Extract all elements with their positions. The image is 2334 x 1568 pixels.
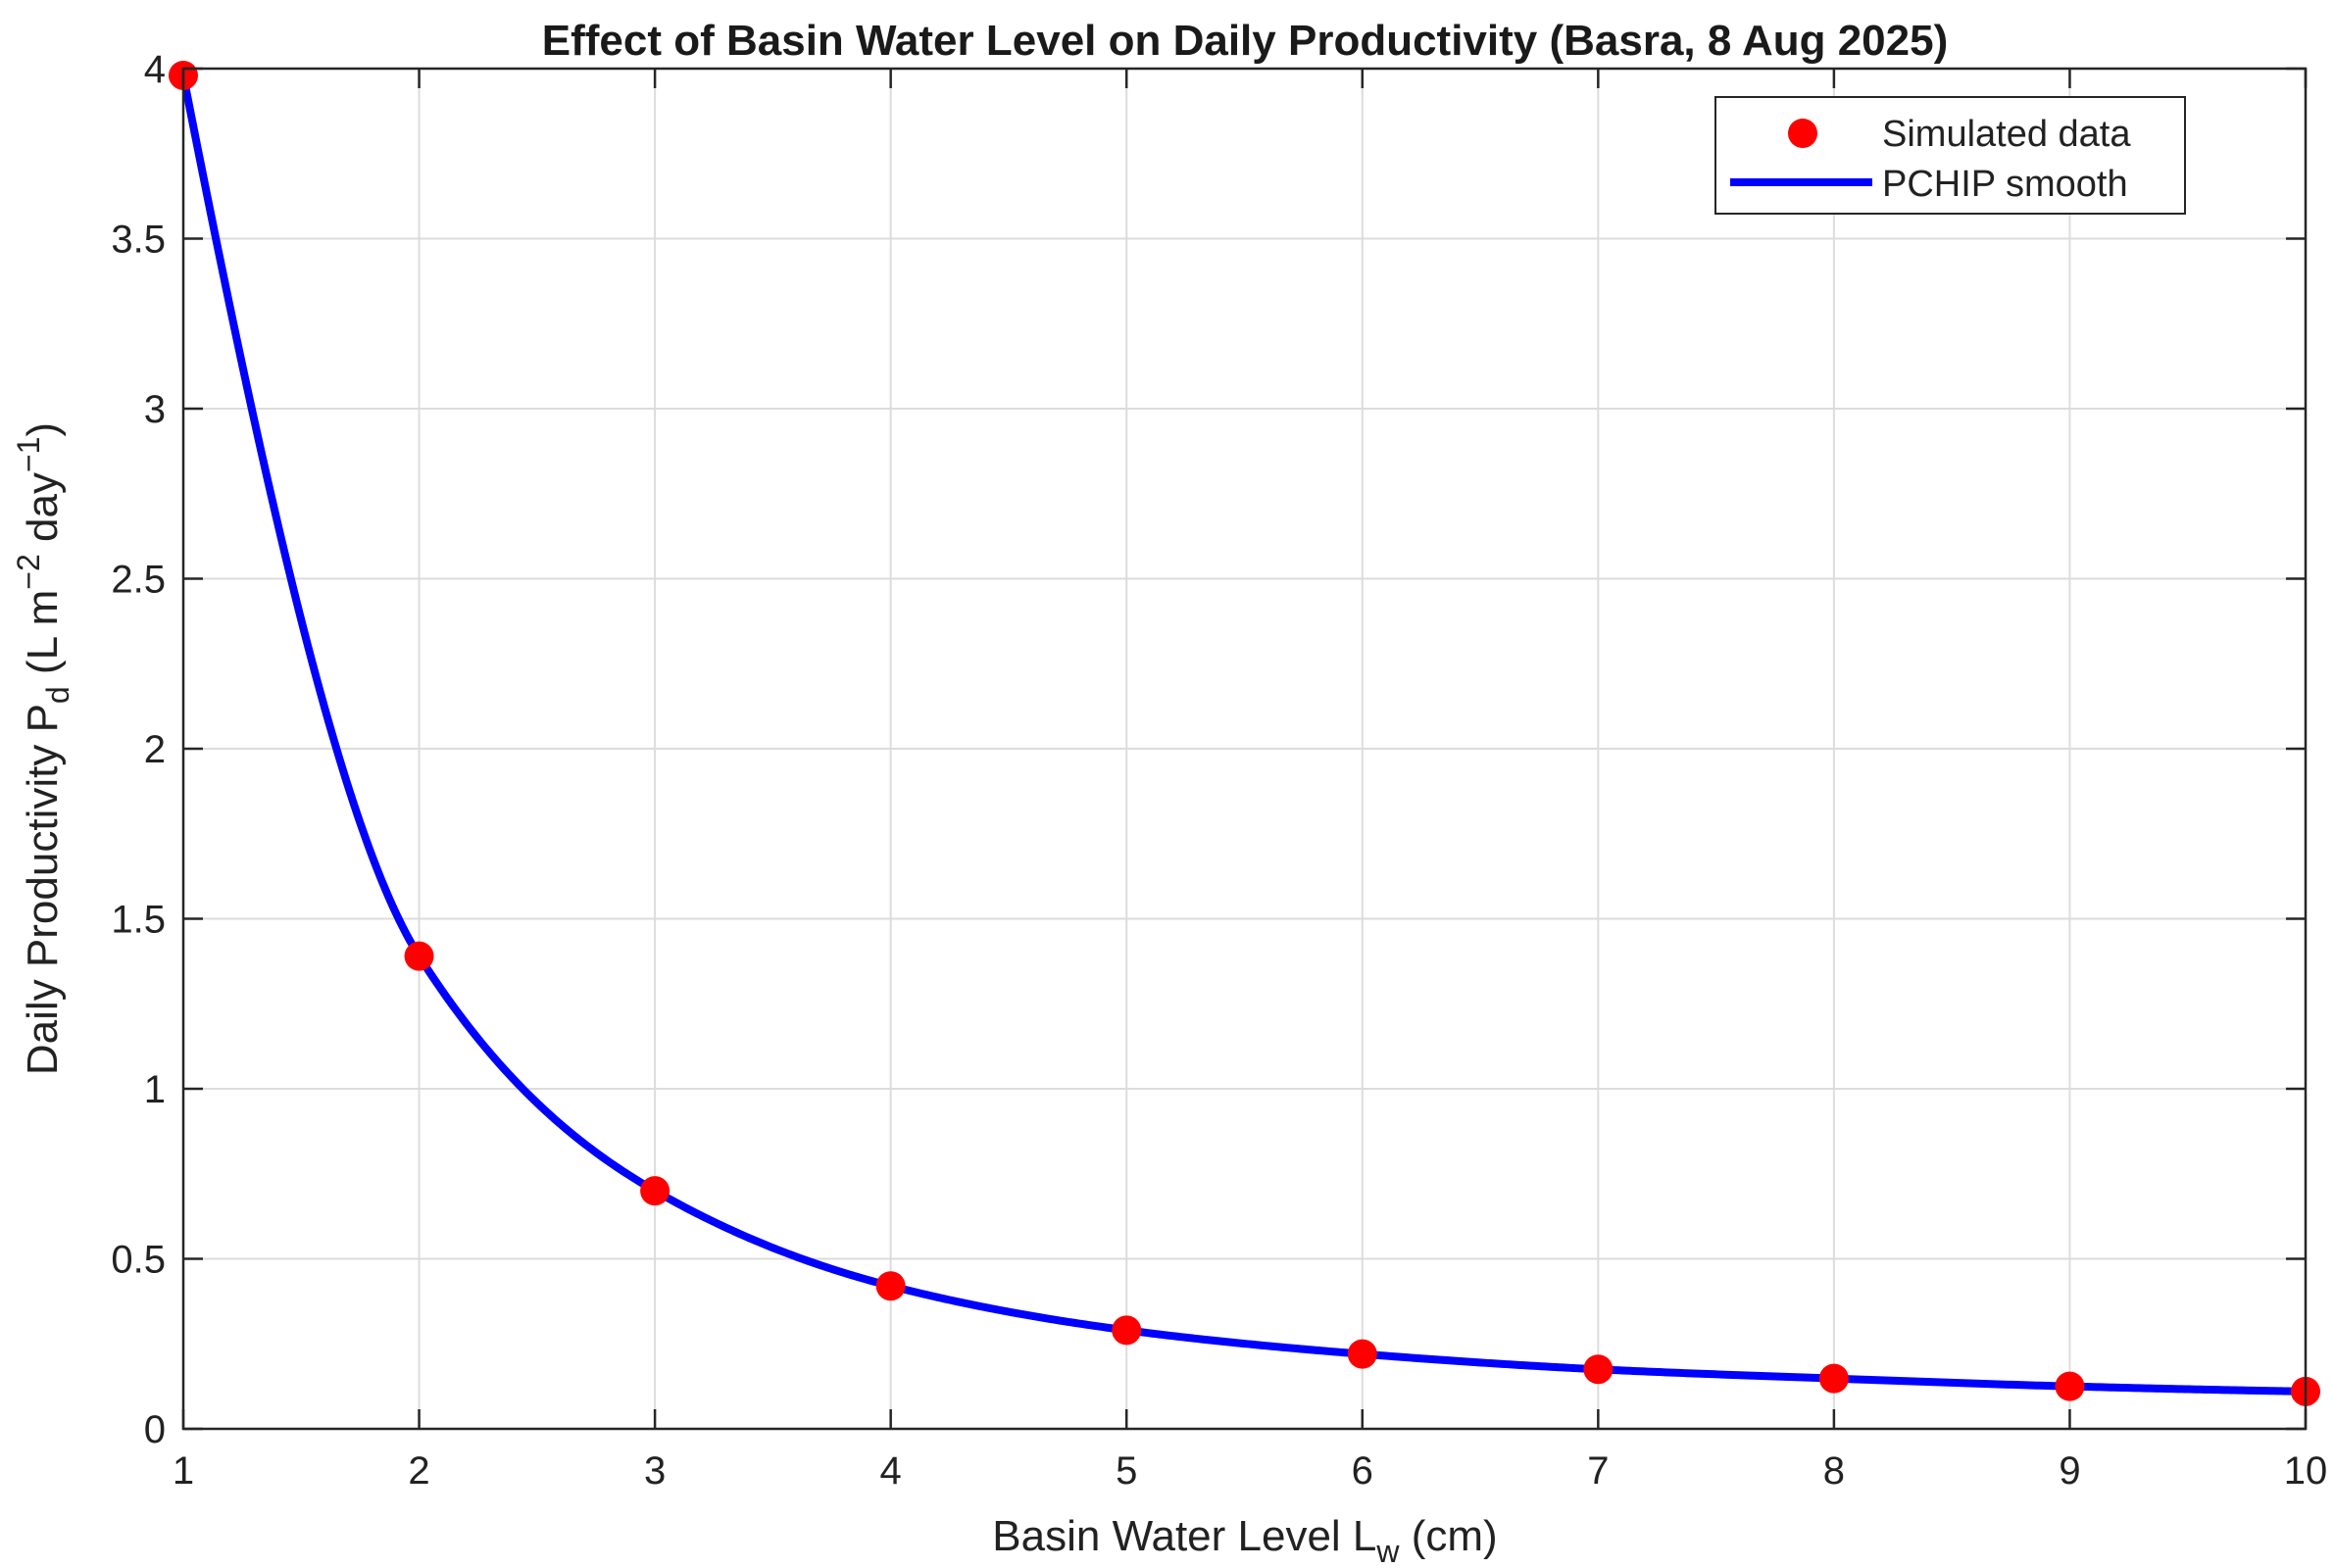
data-point — [1818, 1363, 1849, 1394]
x-axis-label-subscript: w — [1375, 1534, 1400, 1568]
x-tick-label: 9 — [2059, 1449, 2080, 1493]
y-axis-label-text: Daily Productivity P — [19, 704, 67, 1075]
y-tick-label: 2 — [144, 728, 166, 771]
x-tick-label: 4 — [880, 1449, 902, 1493]
legend-label-simulated-data: Simulated data — [1882, 114, 2131, 155]
y-tick-label: 0.5 — [111, 1239, 166, 1282]
x-tick-label: 8 — [1823, 1449, 1845, 1493]
grid — [183, 69, 2306, 1429]
legend-label-pchip-smooth: PCHIP smooth — [1882, 164, 2128, 205]
legend: Simulated data PCHIP smooth — [1714, 96, 2186, 215]
y-tick-label: 0 — [144, 1408, 166, 1451]
x-axis-label-text: Basin Water Level L — [992, 1512, 1376, 1560]
y-tick-label: 3.5 — [111, 219, 166, 262]
data-point — [1347, 1339, 1377, 1369]
data-point — [404, 941, 434, 971]
ticks — [181, 67, 2308, 1431]
y-axis-label-superscript-2: −1 — [11, 437, 46, 472]
tick-labels: 1 2 3 4 5 6 7 8 9 10 0 0.5 1 1.5 2 2.5 3 3.5 4 — [111, 48, 2327, 1493]
curve-layer — [179, 71, 2309, 1396]
y-tick-label: 3 — [144, 388, 166, 431]
y-tick-label: 1 — [144, 1068, 166, 1111]
y-axis-label-unit-1: (L m — [19, 590, 67, 687]
x-axis-label: Basin Water Level Lw (cm) — [992, 1512, 1497, 1568]
y-axis-label-unit-2: day — [19, 472, 67, 554]
y-tick-label: 2.5 — [111, 559, 166, 602]
data-point — [1583, 1354, 1614, 1385]
y-axis-label: Daily Productivity Pd (L m−2 day−1) — [11, 422, 75, 1075]
data-point — [2055, 1371, 2085, 1401]
y-axis-label-subscript: d — [40, 686, 75, 704]
y-axis-label-superscript-1: −2 — [11, 554, 46, 589]
x-tick-label: 3 — [644, 1449, 666, 1493]
y-tick-label: 4 — [144, 48, 166, 91]
data-point — [1112, 1315, 1142, 1346]
x-tick-label: 2 — [408, 1449, 429, 1493]
x-tick-label: 5 — [1116, 1449, 1137, 1493]
chart-title: Effect of Basin Water Level on Daily Pro… — [542, 17, 1948, 65]
legend-box — [1714, 96, 2186, 215]
x-tick-label: 1 — [173, 1449, 194, 1493]
x-tick-label: 10 — [2284, 1449, 2328, 1493]
x-tick-label: 7 — [1587, 1449, 1609, 1493]
y-axis-label-close: ) — [19, 422, 67, 437]
data-point — [875, 1271, 906, 1301]
x-tick-label: 6 — [1352, 1449, 1373, 1493]
legend-marker-simulated-data — [1788, 119, 1817, 148]
pchip-smooth-line — [179, 71, 2309, 1396]
x-axis-label-unit: (cm) — [1400, 1512, 1498, 1560]
y-tick-label: 1.5 — [111, 899, 166, 942]
data-point — [640, 1176, 670, 1206]
